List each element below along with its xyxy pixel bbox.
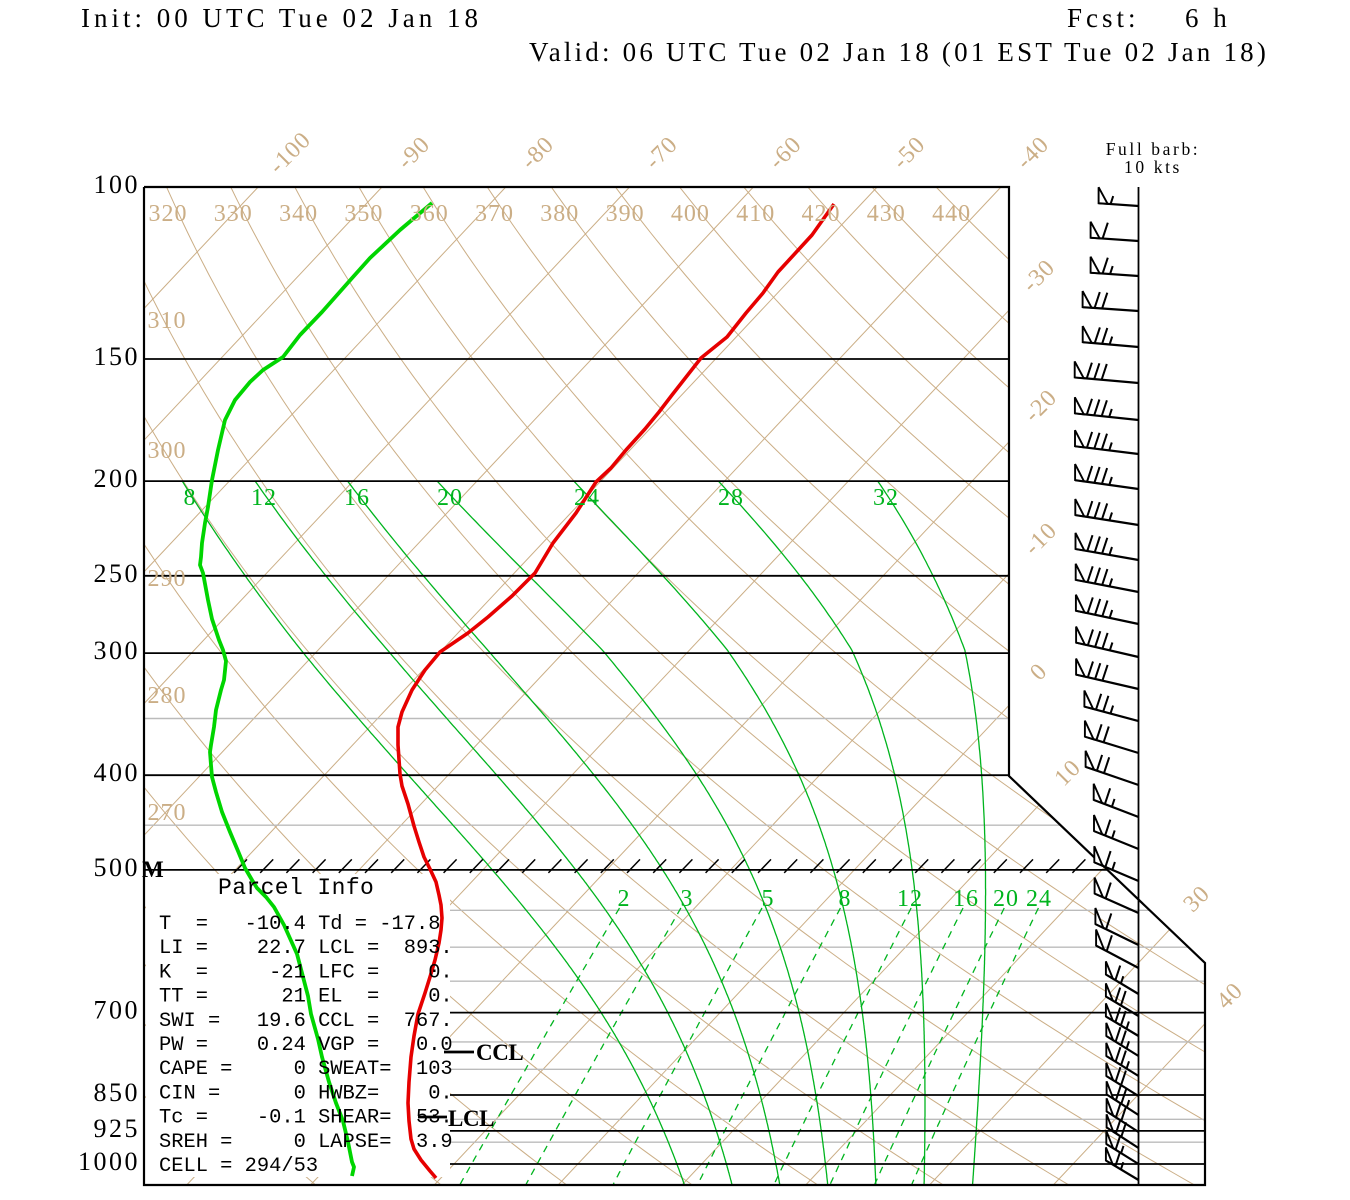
svg-text:20: 20	[993, 886, 1019, 912]
svg-text:SREH = 0 LAPSE= 3.9: SREH = 0 LAPSE= 3.9	[159, 1131, 453, 1154]
svg-text:2: 2	[618, 886, 631, 912]
svg-text:CIN = 0 HWBZ= 0.: CIN = 0 HWBZ= 0.	[159, 1082, 453, 1105]
svg-text:8: 8	[184, 485, 197, 511]
svg-text:16: 16	[344, 485, 370, 511]
svg-text:400: 400	[94, 758, 141, 787]
svg-text:150: 150	[94, 342, 141, 371]
svg-text:1000: 1000	[78, 1147, 140, 1176]
svg-text:6 h: 6 h	[1185, 3, 1231, 33]
svg-text:925: 925	[94, 1114, 141, 1143]
svg-text:330: 330	[214, 201, 253, 227]
svg-text:350: 350	[344, 201, 383, 227]
svg-text:24: 24	[574, 485, 600, 511]
svg-text:300: 300	[148, 438, 187, 464]
svg-text:10 kts: 10 kts	[1124, 157, 1182, 177]
svg-text:CELL = 294/53: CELL = 294/53	[159, 1155, 318, 1178]
svg-text:K = -21 LFC = 0.: K = -21 LFC = 0.	[159, 961, 453, 984]
svg-text:320: 320	[149, 201, 188, 227]
svg-text:Init: 00 UTC Tue 02 Jan 18: Init: 00 UTC Tue 02 Jan 18	[81, 3, 482, 33]
svg-text:280: 280	[148, 683, 187, 709]
svg-text:440: 440	[932, 201, 971, 227]
svg-text:500: 500	[94, 853, 141, 882]
svg-text:SWI = 19.6 CCL = 767.: SWI = 19.6 CCL = 767.	[159, 1010, 453, 1033]
svg-text:100: 100	[94, 170, 141, 199]
svg-text:16: 16	[953, 886, 979, 912]
svg-text:310: 310	[148, 308, 187, 334]
svg-text:270: 270	[148, 800, 187, 826]
svg-text:700: 700	[94, 996, 141, 1025]
svg-text:PW = 0.24 VGP = 0.0: PW = 0.24 VGP = 0.0	[159, 1034, 453, 1057]
svg-text:12: 12	[897, 886, 923, 912]
svg-text:TT = 21 EL = 0.: TT = 21 EL = 0.	[159, 986, 453, 1009]
svg-text:28: 28	[718, 485, 744, 511]
svg-text:390: 390	[606, 201, 645, 227]
svg-text:300: 300	[94, 636, 141, 665]
svg-text:420: 420	[802, 201, 841, 227]
svg-text:Parcel Info: Parcel Info	[218, 875, 374, 901]
svg-text:400: 400	[671, 201, 710, 227]
svg-text:12: 12	[251, 485, 277, 511]
svg-text:Valid: 06 UTC Tue 02 Jan 18 (0: Valid: 06 UTC Tue 02 Jan 18 (01 EST Tue …	[529, 37, 1269, 67]
svg-text:32: 32	[873, 485, 899, 511]
svg-text:410: 410	[736, 201, 775, 227]
svg-text:290: 290	[148, 566, 187, 592]
svg-text:LCL: LCL	[448, 1106, 494, 1131]
svg-text:Tc = -0.1 SHEAR= 53.: Tc = -0.1 SHEAR= 53.	[159, 1107, 453, 1130]
svg-text:250: 250	[94, 559, 141, 588]
svg-text:CCL: CCL	[476, 1040, 523, 1065]
svg-text:Fcst:: Fcst:	[1067, 3, 1140, 33]
svg-text:340: 340	[279, 201, 318, 227]
svg-text:Full barb:: Full barb:	[1106, 139, 1201, 159]
svg-text:5: 5	[762, 886, 775, 912]
svg-text:8: 8	[839, 886, 852, 912]
svg-text:380: 380	[540, 201, 579, 227]
svg-text:360: 360	[410, 201, 449, 227]
svg-text:LI = 22.7 LCL = 893.: LI = 22.7 LCL = 893.	[159, 937, 453, 960]
svg-text:M: M	[142, 857, 165, 882]
svg-text:3: 3	[681, 886, 694, 912]
svg-text:430: 430	[867, 201, 906, 227]
svg-text:CAPE = 0 SWEAT= 103: CAPE = 0 SWEAT= 103	[159, 1058, 453, 1081]
svg-text:850: 850	[94, 1078, 141, 1107]
svg-text:20: 20	[437, 485, 463, 511]
svg-text:200: 200	[94, 464, 141, 493]
svg-text:24: 24	[1026, 886, 1052, 912]
svg-text:370: 370	[475, 201, 514, 227]
svg-text:T = -10.4 Td = -17.8: T = -10.4 Td = -17.8	[159, 913, 440, 936]
